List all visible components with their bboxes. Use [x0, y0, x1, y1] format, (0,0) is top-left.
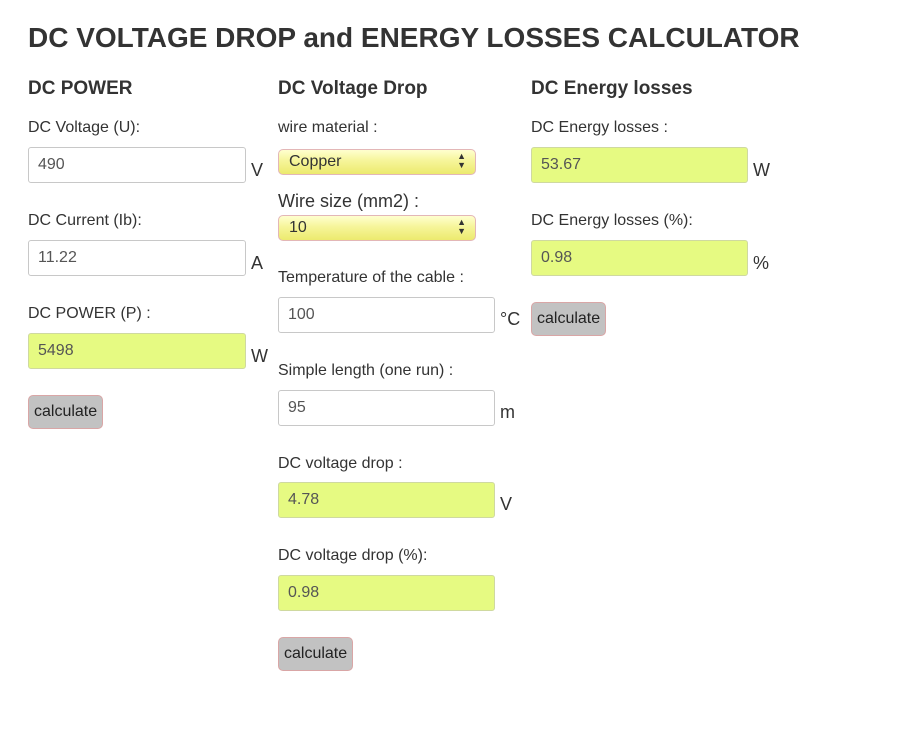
dc-energy-losses-pct-label: DC Energy losses (%):	[531, 212, 693, 229]
wire-size-select[interactable]: 10 ▲ ▼	[278, 215, 476, 241]
dc-energy-losses-pct-result[interactable]	[531, 240, 748, 276]
wire-material-select[interactable]: Copper ▲ ▼	[278, 149, 476, 175]
dc-voltage-label: DC Voltage (U):	[28, 119, 141, 136]
up-down-arrows-icon: ▲ ▼	[457, 151, 466, 170]
dc-voltage-drop-heading: DC Voltage Drop	[278, 78, 428, 99]
dc-power-heading: DC POWER	[28, 78, 133, 99]
wire-size-value: 10	[289, 219, 307, 236]
simple-length-unit: m	[500, 402, 515, 422]
dc-energy-losses-calculate-button[interactable]: calculate	[531, 302, 607, 336]
dc-power-label: DC POWER (P) :	[28, 305, 151, 322]
dc-current-unit: A	[251, 253, 264, 273]
simple-length-input[interactable]	[278, 390, 495, 426]
temperature-unit: °C	[500, 309, 521, 329]
dc-voltage-drop-pct-result[interactable]	[278, 575, 495, 611]
page-title: DC VOLTAGE DROP and ENERGY LOSSES CALCUL…	[28, 22, 800, 53]
dc-current-label: DC Current (Ib):	[28, 212, 142, 229]
dc-energy-losses-result[interactable]	[531, 147, 748, 183]
dc-power-calculate-button[interactable]: calculate	[28, 395, 104, 429]
dc-current-input[interactable]	[28, 240, 246, 276]
dc-energy-losses-label: DC Energy losses :	[531, 119, 668, 136]
dc-voltage-drop-result[interactable]	[278, 482, 495, 518]
temperature-label: Temperature of the cable :	[278, 269, 464, 286]
wire-material-label: wire material :	[278, 119, 378, 136]
dc-power-result[interactable]	[28, 333, 246, 369]
dc-voltage-drop-unit: V	[500, 494, 513, 514]
dc-power-unit: W	[251, 346, 268, 366]
up-down-arrows-icon: ▲ ▼	[457, 217, 466, 236]
dc-energy-losses-heading: DC Energy losses	[531, 78, 693, 99]
dc-energy-losses-pct-unit: %	[753, 253, 770, 273]
dc-voltage-input[interactable]	[28, 147, 246, 183]
wire-size-label: Wire size (mm2) :	[278, 191, 419, 211]
dc-energy-losses-unit: W	[753, 160, 770, 180]
wire-material-value: Copper	[289, 153, 342, 170]
dc-voltage-drop-pct-label: DC voltage drop (%):	[278, 547, 428, 564]
dc-voltage-drop-calculate-button[interactable]: calculate	[278, 637, 354, 671]
simple-length-label: Simple length (one run) :	[278, 362, 454, 379]
temperature-input[interactable]	[278, 297, 495, 333]
dc-voltage-unit: V	[251, 160, 264, 180]
dc-voltage-drop-label: DC voltage drop :	[278, 455, 403, 472]
